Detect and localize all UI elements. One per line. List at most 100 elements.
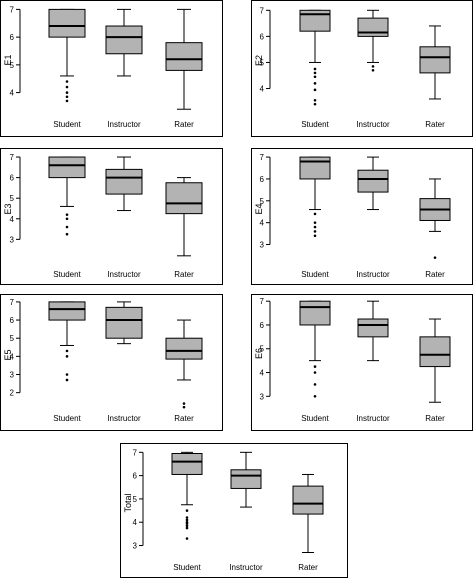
y-tick-label: 7 — [10, 298, 15, 307]
outlier-point — [313, 383, 317, 386]
boxplot-panel: 2 3 4 5 6 7 E5 Student Instructor Rater — [0, 294, 223, 431]
category-label: Instructor — [356, 270, 390, 279]
y-tick-label: 4 — [260, 85, 265, 94]
y-tick-label: 5 — [133, 495, 138, 504]
iqr-box — [105, 306, 143, 339]
outlier-point — [182, 405, 186, 409]
outlier-point — [433, 256, 437, 259]
y-axis-label: E3 — [3, 203, 13, 214]
iqr-box — [165, 337, 203, 360]
outlier-point — [185, 509, 189, 512]
y-tick-label: 3 — [260, 392, 265, 401]
y-tick-label: 6 — [260, 321, 265, 330]
category-label: Rater — [174, 270, 194, 279]
outlier-point — [65, 349, 69, 353]
y-tick-label: 6 — [10, 33, 15, 42]
outlier-point — [313, 88, 317, 92]
iqr-box — [105, 25, 143, 55]
category-label: Instructor — [107, 414, 141, 423]
category-label: Student — [53, 414, 81, 423]
category-label: Student — [301, 120, 329, 129]
y-tick-label: 7 — [10, 153, 15, 162]
iqr-box — [419, 336, 451, 368]
category-label: Rater — [174, 120, 194, 129]
boxplot-panel: 3 4 5 6 7 E3 Student Instructor Rater — [0, 148, 223, 285]
outlier-point — [313, 395, 317, 398]
outlier-point — [65, 232, 69, 236]
y-tick-label: 7 — [133, 448, 138, 457]
y-tick-label: 6 — [260, 32, 265, 41]
category-label: Instructor — [356, 414, 390, 423]
outlier-point — [313, 371, 317, 374]
iqr-box — [165, 42, 203, 71]
outlier-point — [185, 516, 189, 519]
iqr-box — [48, 8, 86, 38]
outlier-point — [65, 80, 69, 83]
boxplot-panel: 4 5 6 7 E2 Student Instructor Rater — [251, 0, 473, 137]
panel-frame — [251, 294, 473, 431]
outlier-point — [185, 518, 189, 522]
category-label: Student — [301, 270, 329, 279]
y-tick-label: 3 — [10, 371, 15, 380]
outlier-point — [313, 82, 317, 85]
category-label: Rater — [298, 563, 318, 572]
category-label: Student — [173, 563, 201, 572]
y-tick-label: 4 — [260, 219, 265, 228]
iqr-box — [48, 301, 86, 321]
iqr-box — [48, 156, 86, 179]
outlier-point — [313, 212, 317, 216]
iqr-box — [299, 300, 331, 326]
y-tick-label: 5 — [260, 58, 265, 67]
panel-frame — [0, 0, 223, 137]
y-tick-label: 5 — [10, 61, 15, 70]
y-axis-label: E4 — [254, 203, 264, 214]
iqr-box — [357, 169, 389, 193]
iqr-box — [357, 17, 389, 37]
outlier-point — [65, 85, 69, 89]
category-label: Rater — [425, 270, 445, 279]
boxplot-panel: 4 5 6 7 E1 Student Instructor Rater — [0, 0, 223, 137]
outlier-point — [65, 95, 69, 99]
outlier-point — [65, 373, 69, 376]
y-tick-label: 4 — [10, 215, 15, 224]
panel-frame — [0, 294, 223, 431]
outlier-point — [185, 524, 189, 528]
category-label: Student — [301, 414, 329, 423]
outlier-point — [313, 225, 317, 229]
outlier-point — [182, 402, 186, 405]
outlier-point — [313, 102, 317, 106]
y-tick-label: 5 — [10, 334, 15, 343]
outlier-point — [313, 221, 317, 224]
y-tick-label: 6 — [133, 472, 138, 481]
y-axis-label: Total — [123, 493, 133, 512]
outlier-point — [313, 75, 317, 79]
panel-frame — [251, 0, 473, 137]
outlier-point — [371, 65, 375, 68]
y-tick-label: 6 — [260, 175, 265, 184]
y-tick-label: 6 — [10, 316, 15, 325]
y-axis-label: E6 — [254, 348, 264, 359]
y-tick-label: 7 — [260, 6, 265, 15]
iqr-box — [419, 46, 451, 74]
outlier-point — [313, 234, 317, 238]
outlier-point — [65, 225, 69, 229]
outlier-point — [313, 67, 317, 71]
y-axis-label: E2 — [254, 55, 264, 66]
category-label: Student — [53, 270, 81, 279]
category-label: Instructor — [229, 563, 263, 572]
iqr-box — [171, 452, 203, 475]
category-label: Rater — [174, 414, 194, 423]
iqr-box — [299, 156, 331, 180]
category-label: Instructor — [356, 120, 390, 129]
y-tick-label: 7 — [260, 153, 265, 162]
outlier-point — [65, 355, 69, 358]
outlier-point — [313, 365, 317, 368]
iqr-box — [165, 182, 203, 215]
y-tick-label: 6 — [10, 174, 15, 183]
y-tick-label: 4 — [10, 89, 15, 98]
y-tick-label: 5 — [10, 194, 15, 203]
y-tick-label: 7 — [260, 297, 265, 306]
iqr-box — [292, 485, 324, 515]
y-tick-label: 3 — [260, 241, 265, 250]
y-tick-label: 5 — [260, 197, 265, 206]
